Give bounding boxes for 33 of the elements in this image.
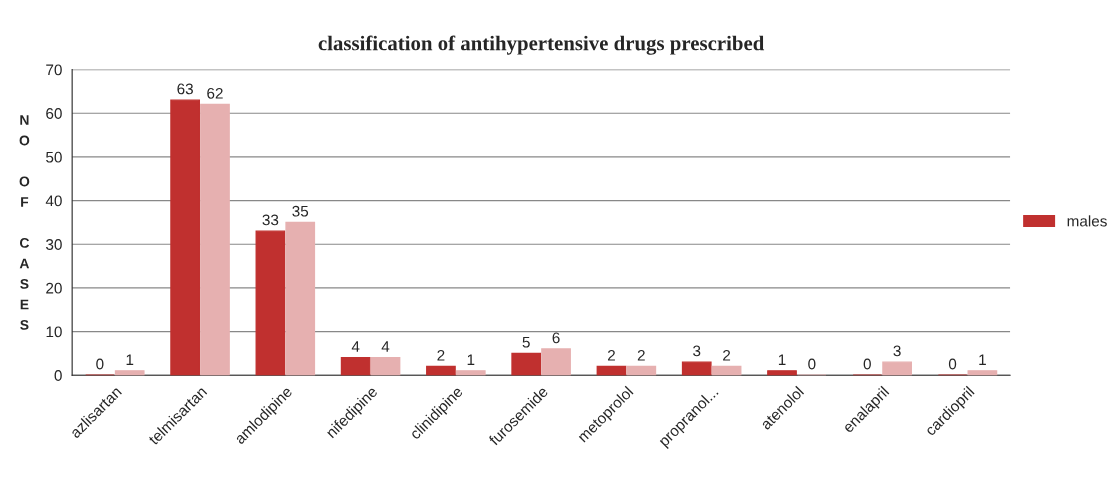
data-label: 5 xyxy=(522,336,530,348)
y-tick-label: 10 xyxy=(46,326,62,338)
data-label: 4 xyxy=(381,341,390,352)
data-label: 3 xyxy=(693,345,701,357)
y-tick-label: 30 xyxy=(46,239,62,250)
data-label: 33 xyxy=(262,214,279,226)
y-tick-label: 0 xyxy=(54,370,62,381)
data-label: 1 xyxy=(778,354,786,365)
data-label: 2 xyxy=(437,349,445,361)
y-tick-label: 20 xyxy=(46,282,62,294)
data-label: 2 xyxy=(607,349,615,361)
data-label: 0 xyxy=(863,358,871,370)
data-label: 1 xyxy=(126,354,134,365)
data-label: 3 xyxy=(893,345,901,357)
data-label: 0 xyxy=(948,358,957,370)
data-label: 4 xyxy=(351,341,360,352)
data-label: 1 xyxy=(979,354,986,365)
text: NO OF CASES xyxy=(19,115,30,330)
data-label: 6 xyxy=(552,332,560,344)
chart-title: classification of antihypertensive drugs prescribed xyxy=(318,35,765,55)
data-label: 1 xyxy=(467,354,475,365)
y-tick-label: 40 xyxy=(45,195,62,207)
data-label: 35 xyxy=(292,205,309,217)
data-label: 62 xyxy=(207,87,223,99)
y-tick-label: 60 xyxy=(46,108,62,119)
legend-label: males xyxy=(1067,215,1107,227)
data-label: 2 xyxy=(723,349,731,361)
data-label: 0 xyxy=(96,358,104,370)
data-label: 63 xyxy=(177,83,193,95)
data-label: 2 xyxy=(637,349,645,361)
y-tick-label: 70 xyxy=(46,64,62,76)
y-tick-label: 50 xyxy=(46,151,62,163)
data-label: 0 xyxy=(808,358,816,370)
